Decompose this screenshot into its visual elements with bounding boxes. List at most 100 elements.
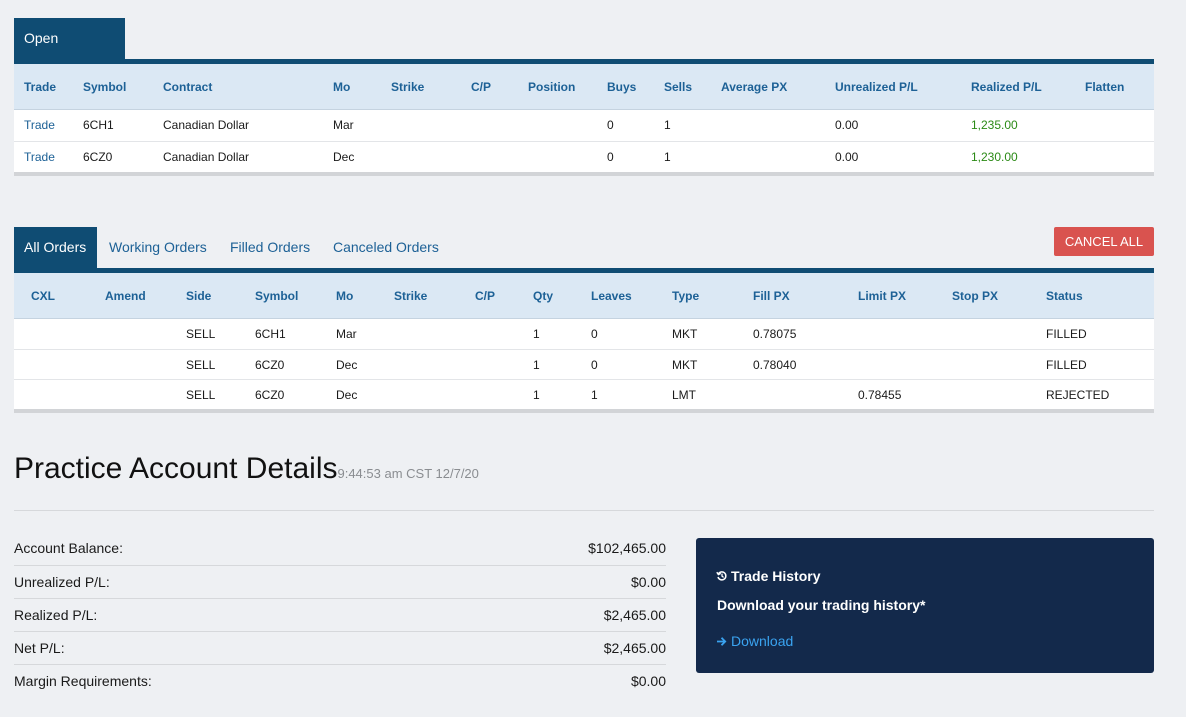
cell-mo: Mar	[333, 118, 354, 132]
divider	[14, 510, 1154, 511]
download-link[interactable]: Download	[716, 633, 793, 649]
account-title-row: Practice Account Details9:44:53 am CST 1…	[14, 452, 479, 486]
account-summary: Account Balance: $102,465.00 Unrealized …	[14, 532, 666, 697]
timestamp: 9:44:53 am CST 12/7/20	[337, 466, 479, 481]
trade-history-panel: Trade History Download your trading hist…	[696, 538, 1154, 673]
cancel-all-button[interactable]: CANCEL ALL	[1054, 227, 1154, 256]
orders-section: All Orders Working Orders Filled Orders …	[14, 227, 1154, 413]
col-contract[interactable]: Contract	[163, 80, 213, 94]
col-cp[interactable]: C/P	[475, 289, 496, 303]
trade-link[interactable]: Trade	[24, 150, 55, 164]
orders-table-body: SELL 6CH1 Mar 1 0 MKT 0.78075 FILLED SEL…	[14, 319, 1154, 413]
cell-mo: Dec	[336, 388, 358, 402]
col-cp[interactable]: C/P	[471, 80, 492, 94]
account-row: Realized P/L: $2,465.00	[14, 598, 666, 631]
cell-status: REJECTED	[1046, 388, 1110, 402]
cell-side: SELL	[186, 358, 216, 372]
trade-link[interactable]: Trade	[24, 118, 55, 132]
trade-history-label: Trade History	[731, 568, 821, 584]
page-title: Practice Account Details	[14, 452, 338, 485]
cell-realized-pl: 1,235.00	[971, 118, 1018, 132]
cell-fill-px: 0.78040	[753, 358, 797, 372]
realized-pl-label: Realized P/L:	[14, 607, 98, 623]
cell-side: SELL	[186, 327, 216, 341]
account-row: Net P/L: $2,465.00	[14, 631, 666, 664]
col-status[interactable]: Status	[1046, 289, 1083, 303]
account-row: Account Balance: $102,465.00	[14, 532, 666, 565]
cell-fill-px: 0.78075	[753, 327, 797, 341]
net-pl-label: Net P/L:	[14, 640, 65, 656]
tab-canceled-orders[interactable]: Canceled Orders	[333, 239, 439, 255]
col-trade[interactable]: Trade	[24, 80, 57, 94]
net-pl-value: $2,465.00	[603, 640, 666, 656]
cell-qty: 1	[533, 327, 540, 341]
cell-type: MKT	[672, 358, 698, 372]
col-cxl[interactable]: CXL	[31, 289, 55, 303]
cell-sells: 1	[664, 150, 671, 164]
trade-history-title: Trade History	[716, 568, 820, 584]
history-icon	[716, 571, 727, 581]
cell-mo: Dec	[333, 150, 355, 164]
col-average-px[interactable]: Average PX	[721, 80, 788, 94]
open-positions-section: Open Positions Trade Symbol Contract Mo …	[14, 18, 1154, 176]
col-strike[interactable]: Strike	[394, 289, 428, 303]
account-balance-value: $102,465.00	[588, 540, 666, 556]
cell-side: SELL	[186, 388, 216, 402]
col-buys[interactable]: Buys	[607, 80, 637, 94]
cell-status: FILLED	[1046, 327, 1087, 341]
table-row: Trade 6CZ0 Canadian Dollar Dec 0 1 0.00 …	[14, 141, 1154, 172]
download-label[interactable]: Download	[731, 633, 794, 649]
unrealized-pl-value: $0.00	[630, 574, 666, 590]
cell-unrealized-pl: 0.00	[835, 150, 859, 164]
tab-all-orders[interactable]: All Orders	[14, 227, 97, 268]
positions-table-header: Trade Symbol Contract Mo Strike C/P Posi…	[14, 64, 1154, 110]
col-limit-px[interactable]: Limit PX	[858, 289, 907, 303]
realized-pl-value: $2,465.00	[603, 607, 666, 623]
margin-requirements-label: Margin Requirements:	[14, 673, 152, 689]
trade-history-description: Download your trading history*	[717, 597, 926, 613]
col-leaves[interactable]: Leaves	[591, 289, 632, 303]
cell-symbol: 6CZ0	[255, 388, 285, 402]
cell-symbol: 6CH1	[255, 327, 286, 341]
col-position[interactable]: Position	[528, 80, 576, 94]
col-symbol[interactable]: Symbol	[255, 289, 299, 303]
col-side[interactable]: Side	[186, 289, 212, 303]
cell-contract: Canadian Dollar	[163, 150, 250, 164]
cell-status: FILLED	[1046, 358, 1087, 372]
col-stop-px[interactable]: Stop PX	[952, 289, 999, 303]
orders-tabbar: All Orders Working Orders Filled Orders …	[14, 227, 1154, 268]
col-amend[interactable]: Amend	[105, 289, 146, 303]
col-type[interactable]: Type	[672, 289, 700, 303]
col-sells[interactable]: Sells	[664, 80, 693, 94]
account-row: Margin Requirements: $0.00	[14, 664, 666, 697]
cell-leaves: 0	[591, 327, 598, 341]
cell-sells: 1	[664, 118, 671, 132]
unrealized-pl-label: Unrealized P/L:	[14, 574, 110, 590]
cell-qty: 1	[533, 388, 540, 402]
cell-symbol: 6CZ0	[255, 358, 285, 372]
col-fill-px[interactable]: Fill PX	[753, 289, 790, 303]
tab-underline	[14, 59, 1154, 64]
col-symbol[interactable]: Symbol	[83, 80, 127, 94]
col-strike[interactable]: Strike	[391, 80, 425, 94]
col-qty[interactable]: Qty	[533, 289, 554, 303]
cell-mo: Dec	[336, 358, 358, 372]
account-balance-label: Account Balance:	[14, 540, 123, 556]
col-mo[interactable]: Mo	[333, 80, 351, 94]
arrow-right-icon	[717, 637, 727, 646]
cell-buys: 0	[607, 150, 614, 164]
col-mo[interactable]: Mo	[336, 289, 354, 303]
cell-qty: 1	[533, 358, 540, 372]
col-realized-pl[interactable]: Realized P/L	[971, 80, 1042, 94]
cell-limit-px: 0.78455	[858, 388, 902, 402]
tab-underline	[14, 268, 1154, 273]
tab-working-orders[interactable]: Working Orders	[109, 239, 207, 255]
table-row: SELL 6CH1 Mar 1 0 MKT 0.78075 FILLED	[14, 319, 1154, 349]
table-row: SELL 6CZ0 Dec 1 1 LMT 0.78455 REJECTED	[14, 379, 1154, 409]
table-row: SELL 6CZ0 Dec 1 0 MKT 0.78040 FILLED	[14, 349, 1154, 379]
cell-type: LMT	[672, 388, 696, 402]
col-unrealized-pl[interactable]: Unrealized P/L	[835, 80, 918, 94]
tab-filled-orders[interactable]: Filled Orders	[230, 239, 311, 255]
col-flatten[interactable]: Flatten	[1085, 80, 1125, 94]
tab-open-positions[interactable]: Open Positions	[14, 18, 125, 87]
